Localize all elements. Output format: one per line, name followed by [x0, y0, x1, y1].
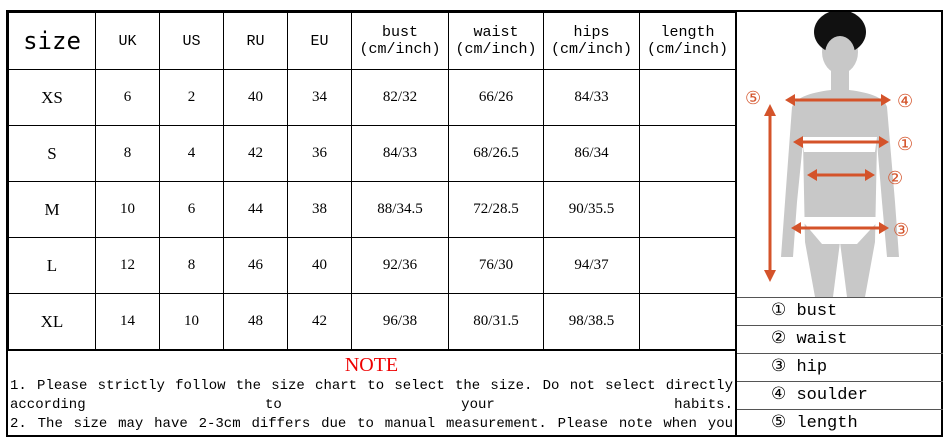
table-cell: 40	[287, 237, 352, 294]
legend-shoulder: ④ soulder	[737, 381, 943, 409]
size-table: size UK US RU EU bust (cm/inch) waist (cm/inch…	[8, 12, 736, 350]
table-cell: 82/32	[351, 69, 449, 126]
table-cell: 76/30	[448, 237, 544, 294]
size-label: XS	[8, 69, 96, 126]
column-header: US	[159, 12, 224, 70]
body-measurement-figure: ① ② ③ ④ ⑤	[745, 12, 913, 297]
measurement-arrows	[764, 94, 891, 282]
table-cell: 80/31.5	[448, 293, 544, 350]
legend-length: ⑤ length	[737, 409, 943, 437]
header-row: size UK US RU EU bust (cm/inch) waist (cm/inch…	[8, 12, 736, 70]
note-line-2: according to your habits.	[10, 397, 733, 413]
svg-text:①: ①	[897, 134, 913, 155]
measurement-guide: ① ② ③ ④ ⑤ ① bust ② waist ③ hip ④ soulder…	[735, 12, 943, 437]
column-header: RU	[223, 12, 288, 70]
table-cell: 90/35.5	[543, 181, 640, 238]
table-cell: 46	[223, 237, 288, 294]
table-cell: 96/38	[351, 293, 449, 350]
note-section: NOTE 1. Please strictly follow the size …	[8, 350, 735, 437]
table-cell	[639, 125, 736, 182]
legend-bust: ① bust	[737, 297, 943, 325]
legend-waist: ② waist	[737, 325, 943, 353]
table-cell: 12	[95, 237, 160, 294]
table-cell: 84/33	[543, 69, 640, 126]
size-chart: size UK US RU EU bust (cm/inch) waist (cm/inch…	[6, 10, 943, 437]
table-cell: 8	[95, 125, 160, 182]
column-header: size	[8, 12, 96, 70]
table-cell: 6	[159, 181, 224, 238]
size-label: XL	[8, 293, 96, 350]
table-cell	[639, 237, 736, 294]
table-cell: 88/34.5	[351, 181, 449, 238]
legend-hip: ③ hip	[737, 353, 943, 381]
table-cell: 36	[287, 125, 352, 182]
column-header: waist (cm/inch)	[448, 12, 544, 70]
table-cell: 66/26	[448, 69, 544, 126]
table-cell: 84/33	[351, 125, 449, 182]
column-header: EU	[287, 12, 352, 70]
table-cell: 34	[287, 69, 352, 126]
measurement-markers: ① ② ③ ④ ⑤	[745, 88, 913, 241]
table-cell: 86/34	[543, 125, 640, 182]
svg-text:②: ②	[887, 168, 903, 189]
table-row: S 8 4 42 36 84/33 68/26.5 86/34	[8, 125, 736, 182]
table-cell: 6	[95, 69, 160, 126]
svg-text:③: ③	[893, 220, 909, 241]
table-row: M 10 6 44 38 88/34.5 72/28.5 90/35.5	[8, 181, 736, 238]
table-cell: 44	[223, 181, 288, 238]
table-cell: 42	[287, 293, 352, 350]
table-cell: 92/36	[351, 237, 449, 294]
column-header: hips (cm/inch)	[543, 12, 640, 70]
svg-text:⑤: ⑤	[745, 88, 761, 109]
table-cell: 94/37	[543, 237, 640, 294]
table-cell: 40	[223, 69, 288, 126]
note-title: NOTE	[344, 354, 399, 376]
svg-text:④: ④	[897, 91, 913, 112]
size-label: L	[8, 237, 96, 294]
table-cell: 14	[95, 293, 160, 350]
column-header: UK	[95, 12, 160, 70]
table-cell: 98/38.5	[543, 293, 640, 350]
note-line-1: 1. Please strictly follow the size chart…	[10, 378, 733, 394]
table-cell	[639, 293, 736, 350]
size-label: M	[8, 181, 96, 238]
table-cell: 48	[223, 293, 288, 350]
table-cell: 42	[223, 125, 288, 182]
table-cell: 38	[287, 181, 352, 238]
column-header: length (cm/inch)	[639, 12, 736, 70]
column-header: bust (cm/inch)	[351, 12, 449, 70]
table-cell: 4	[159, 125, 224, 182]
table-row: L 12 8 46 40 92/36 76/30 94/37	[8, 237, 736, 294]
hair	[814, 12, 866, 54]
table-cell: 10	[95, 181, 160, 238]
table-cell	[639, 69, 736, 126]
table-row: XL 14 10 48 42 96/38 80/31.5 98/38.5	[8, 293, 736, 350]
table-cell: 2	[159, 69, 224, 126]
table-cell: 10	[159, 293, 224, 350]
table-cell: 72/28.5	[448, 181, 544, 238]
table-cell	[639, 181, 736, 238]
table-cell: 68/26.5	[448, 125, 544, 182]
table-cell: 8	[159, 237, 224, 294]
table-row: XS 6 2 40 34 82/32 66/26 84/33	[8, 69, 736, 126]
note-line-3: 2. The size may have 2-3cm differs due t…	[10, 416, 733, 432]
size-label: S	[8, 125, 96, 182]
